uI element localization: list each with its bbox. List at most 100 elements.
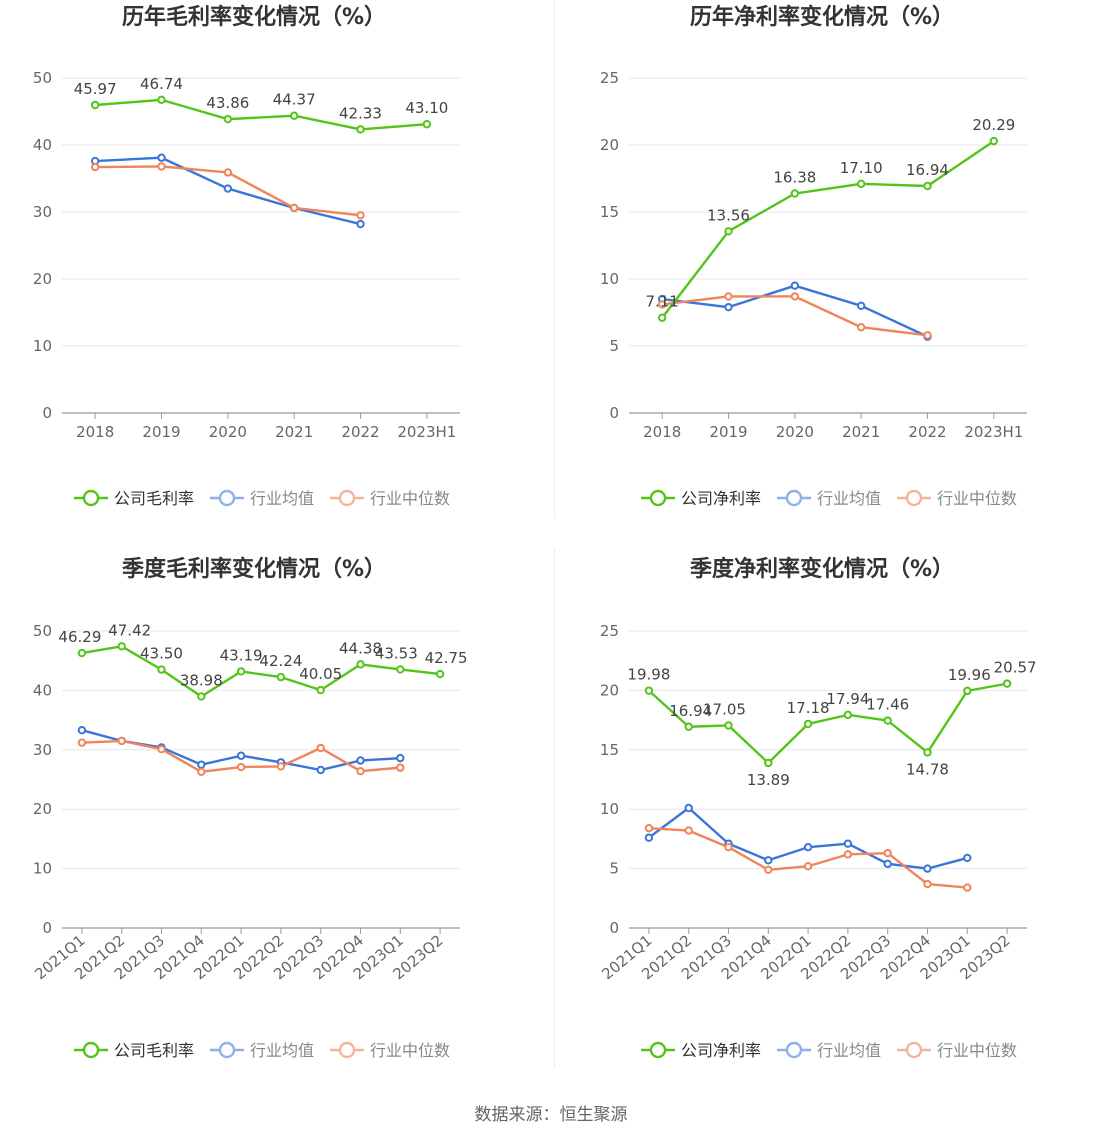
data-label: 17.10: [840, 159, 883, 177]
legend-item-median[interactable]: 行业中位数: [897, 489, 1017, 508]
legend-item-company[interactable]: 公司净利率: [641, 1041, 761, 1060]
data-label: 45.97: [74, 80, 117, 98]
x-tick-label: 2022: [341, 423, 379, 441]
x-tick-label: 2021: [842, 423, 880, 441]
legend-item-avg[interactable]: 行业均值: [210, 489, 314, 508]
data-point-median: [644, 824, 654, 833]
legend[interactable]: 公司毛利率 行业均值 行业中位数: [74, 1041, 450, 1060]
chart-panel-2: 历年净利率变化情况（%） 0 5 10 15 20 25 2018 2019 2020 2021 20…: [600, 4, 1027, 508]
y-tick-label: 25: [600, 622, 619, 640]
data-label: 17.18: [787, 699, 830, 717]
legend-item-median[interactable]: 行业中位数: [897, 1041, 1017, 1060]
y-tick-label: 20: [600, 681, 619, 699]
legend-item-company[interactable]: 公司毛利率: [74, 489, 194, 508]
data-point-avg: [356, 219, 365, 229]
data-point-company: [963, 686, 972, 696]
legend-label: 行业均值: [817, 489, 881, 508]
y-tick-label: 10: [600, 800, 619, 818]
y-tick-label: 5: [609, 860, 619, 878]
y-tick-label: 0: [42, 919, 52, 937]
data-point-avg: [803, 843, 813, 852]
data-point-avg: [684, 803, 693, 813]
data-label: 40.05: [299, 665, 342, 683]
data-point-company: [316, 685, 325, 695]
x-tick-label: 2019: [709, 423, 747, 441]
legend-swatch-marker: [82, 489, 100, 507]
legend-swatch-marker: [905, 1041, 923, 1059]
legend-label: 公司毛利率: [114, 489, 194, 508]
series-line-median: [648, 827, 968, 889]
x-tick-label: 2018: [76, 423, 114, 441]
y-tick-label: 25: [600, 69, 619, 87]
data-point-avg: [764, 856, 773, 865]
legend-swatch-marker: [649, 1041, 667, 1059]
data-label: 43.86: [206, 94, 249, 112]
data-point-company: [724, 227, 733, 236]
chart-panel-3: 季度毛利率变化情况（%）010203040502021Q12021Q22021Q…: [31, 556, 467, 1060]
data-label: 7.11: [645, 293, 678, 311]
legend[interactable]: 公司净利率 行业均值 行业中位数: [641, 1041, 1017, 1060]
data-label: 19.96: [948, 666, 991, 684]
y-tick-label: 0: [609, 919, 619, 937]
data-point-company: [157, 95, 166, 105]
data-point-median: [157, 745, 166, 754]
y-tick-label: 10: [33, 860, 52, 878]
data-point-median: [963, 883, 972, 892]
chart-title: 历年净利率变化情况（%）: [690, 4, 954, 30]
legend-label: 公司净利率: [681, 489, 761, 508]
data-point-avg: [790, 281, 800, 290]
legend-item-median[interactable]: 行业中位数: [330, 489, 450, 508]
data-point-company: [236, 667, 246, 676]
data-label: 17.05: [703, 700, 746, 718]
data-point-avg: [396, 753, 405, 763]
data-point-median: [883, 848, 892, 858]
data-label: 13.56: [707, 206, 750, 224]
data-label: 20.29: [972, 116, 1015, 134]
x-tick-label: 2023H1: [397, 423, 456, 441]
data-label: 43.10: [405, 99, 448, 117]
data-point-median: [117, 736, 126, 746]
vertical-divider-bottom: [554, 548, 555, 1068]
data-point-company: [989, 136, 999, 146]
data-point-avg: [77, 725, 87, 735]
data-point-median: [724, 292, 733, 301]
series-line-company: [661, 140, 995, 319]
data-point-median: [684, 826, 693, 835]
data-point-median: [923, 879, 932, 889]
data-point-median: [236, 762, 246, 772]
legend[interactable]: 公司毛利率 行业均值 行业中位数: [74, 489, 450, 508]
data-label: 44.37: [273, 91, 316, 109]
legend-item-company[interactable]: 公司净利率: [641, 489, 761, 508]
data-point-avg: [356, 756, 365, 765]
data-label: 17.94: [826, 690, 869, 708]
data-point-company: [289, 111, 299, 120]
y-tick-label: 30: [33, 203, 52, 221]
data-label: 16.94: [906, 161, 949, 179]
legend-item-avg[interactable]: 行业均值: [777, 1041, 881, 1060]
legend-item-median[interactable]: 行业中位数: [330, 1041, 450, 1060]
data-source-note: 数据来源：恒生聚源: [474, 1105, 628, 1125]
data-point-company: [1002, 679, 1012, 688]
legend[interactable]: 公司净利率 行业均值 行业中位数: [641, 489, 1017, 508]
legend-label: 行业中位数: [937, 1041, 1017, 1060]
data-point-avg: [644, 833, 654, 842]
data-point-avg: [157, 153, 166, 162]
legend-item-avg[interactable]: 行业均值: [777, 489, 881, 508]
data-point-company: [157, 665, 166, 674]
data-point-median: [764, 865, 773, 874]
data-point-median: [157, 162, 166, 171]
legend-swatch-marker: [218, 1041, 236, 1059]
legend-item-company[interactable]: 公司毛利率: [74, 1041, 194, 1060]
y-tick-label: 50: [33, 69, 52, 87]
data-label: 20.57: [994, 659, 1037, 677]
data-point-median: [289, 203, 299, 213]
data-point-company: [197, 692, 206, 701]
x-tick-label: 2022: [908, 423, 946, 441]
legend-item-avg[interactable]: 行业均值: [210, 1041, 314, 1060]
data-point-median: [90, 162, 100, 172]
series-line-company: [648, 682, 1008, 765]
data-label: 46.29: [58, 628, 101, 646]
legend-swatch-marker: [338, 1041, 356, 1059]
data-point-avg: [197, 760, 206, 769]
